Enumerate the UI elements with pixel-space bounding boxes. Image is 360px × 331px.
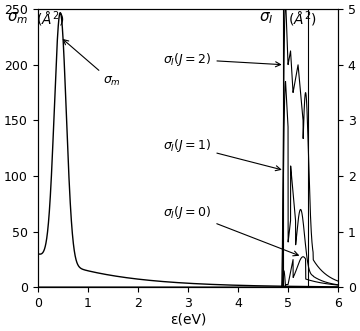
Text: $\sigma_I(J=2)$: $\sigma_I(J=2)$ [163,51,280,68]
Text: $(\AA^2)$: $(\AA^2)$ [36,10,65,29]
Text: $\sigma_I(J=1)$: $\sigma_I(J=1)$ [163,137,281,171]
Text: $\sigma_m$: $\sigma_m$ [63,40,121,88]
X-axis label: ε(eV): ε(eV) [170,313,206,327]
Text: $\sigma_m$: $\sigma_m$ [7,10,28,25]
Text: $(\AA^2)$: $(\AA^2)$ [288,10,317,29]
Text: $\sigma_I(J=0)$: $\sigma_I(J=0)$ [163,204,298,256]
Text: $\sigma_I$: $\sigma_I$ [259,10,274,25]
